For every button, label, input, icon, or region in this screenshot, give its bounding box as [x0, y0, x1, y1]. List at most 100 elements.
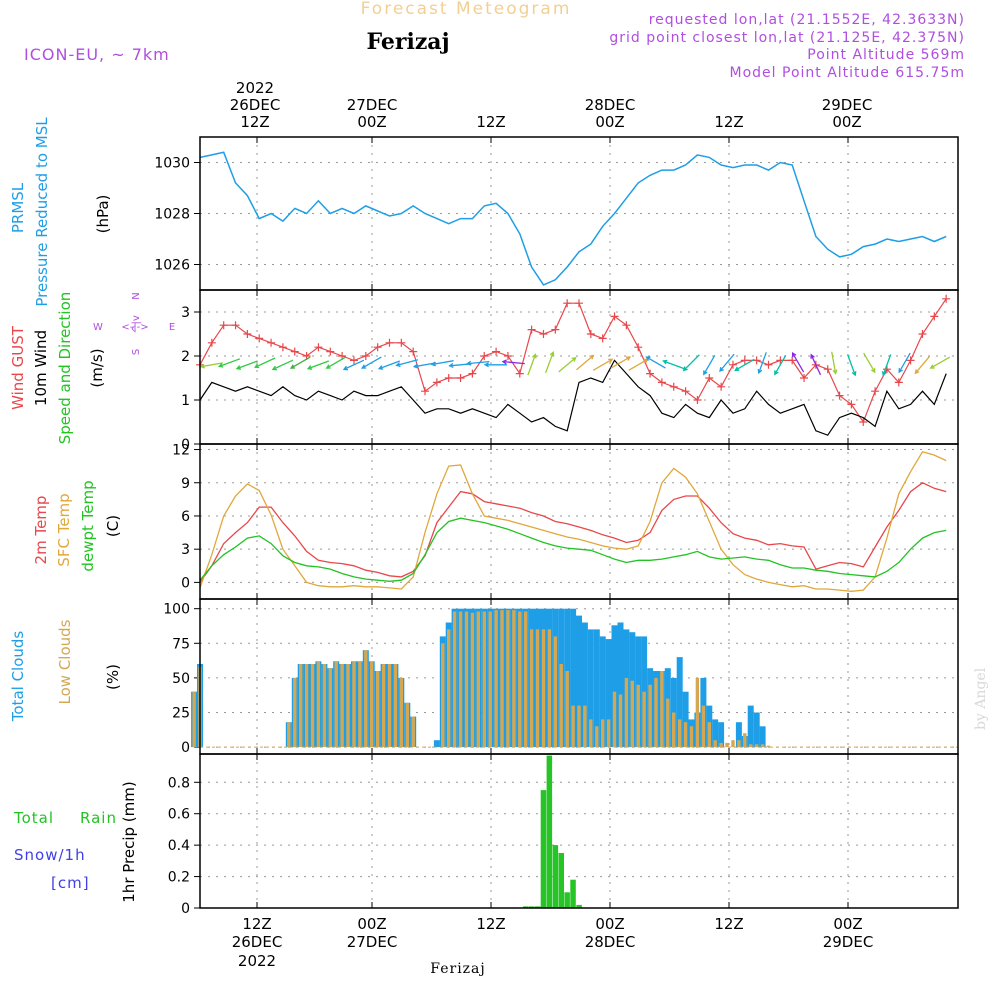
wind-direction-arrow — [342, 359, 365, 371]
y-tick-label: 0.4 — [168, 838, 190, 854]
top-hour-2: 00Z — [357, 113, 386, 131]
low-cloud-bar — [755, 744, 759, 748]
wind-direction-arrow — [558, 356, 577, 373]
low-cloud-bar — [760, 744, 765, 748]
top-date-6: 29DEC — [822, 96, 873, 114]
precip-bar — [528, 906, 535, 908]
wind-direction-arrow — [734, 358, 755, 371]
total-cloud-bar — [712, 719, 719, 748]
panel-4: 0 0.2 0.4 0.6 0.8 — [168, 754, 958, 917]
wind-direction-arrow — [527, 353, 537, 376]
gust-marker — [788, 356, 797, 365]
compass-west: W — [93, 322, 103, 333]
wind-direction-arrow — [483, 362, 508, 368]
low-cloud-bar — [494, 610, 498, 748]
gust-marker — [480, 352, 489, 360]
y-tick-label: 12 — [172, 443, 190, 459]
low-cloud-bar — [441, 643, 445, 748]
precip-bar — [546, 755, 553, 908]
gust-marker — [231, 321, 240, 330]
wind-direction-arrow — [430, 360, 454, 367]
wind-direction-arrow — [662, 359, 685, 370]
wind-direction-arrow — [289, 356, 311, 369]
y-tick-label: 2 — [181, 349, 190, 365]
low-cloud-bar — [192, 691, 196, 748]
gust-marker — [752, 356, 761, 365]
y-tick-label: 0 — [181, 901, 190, 917]
y-tick-label: 50 — [172, 671, 190, 687]
gust-marker — [693, 396, 702, 404]
precip-bar — [534, 906, 541, 908]
pressure-line — [199, 151, 947, 286]
low-cloud-bar — [624, 677, 629, 748]
gust-marker — [800, 374, 809, 382]
gust-line — [199, 298, 947, 424]
low-cloud-bar — [328, 668, 332, 748]
low-cloud-bar — [376, 671, 380, 748]
wind-unit: (m/s) — [88, 348, 106, 387]
temp-unit: (C) — [104, 515, 122, 537]
y-tick-label: 0 — [181, 740, 190, 756]
gust-marker — [823, 365, 832, 374]
precip-bar — [552, 845, 559, 908]
gust-marker — [575, 299, 583, 308]
gust-marker — [326, 347, 335, 356]
chart-title: Forecast Meteogram — [361, 0, 572, 19]
precip-bar — [523, 906, 529, 908]
low-cloud-bar — [476, 611, 480, 748]
gust-marker — [634, 343, 643, 352]
low-cloud-bar — [660, 671, 664, 748]
top-date-1: 26DEC — [230, 96, 281, 114]
bottom-date-4: 28DEC — [585, 933, 636, 951]
bottom-hour-2: 00Z — [357, 915, 386, 933]
low-cloud-bar — [482, 611, 486, 748]
gust-marker — [610, 312, 619, 321]
gust-marker — [942, 294, 951, 303]
low-cloud-bar — [370, 661, 374, 748]
low-cloud-bar — [648, 684, 652, 748]
gust-marker — [740, 356, 749, 365]
low-cloud-bar — [447, 629, 451, 747]
gust-marker — [255, 334, 264, 343]
wind-direction-arrow — [253, 357, 276, 369]
precip-panel-labels: Total Rain Snow/1h [cm] 1hr Precip (mm) — [13, 781, 138, 902]
gust-marker — [397, 338, 406, 347]
total-cloud-bar — [759, 726, 766, 748]
y-tick-label: 1 — [181, 393, 190, 409]
compass-south: S — [131, 349, 142, 355]
gust-marker — [728, 360, 737, 369]
gust-marker — [764, 360, 773, 369]
bottom-hour-3: 12Z — [476, 915, 505, 933]
total-cloud-bar — [605, 639, 612, 747]
top-date-4: 28DEC — [585, 96, 636, 114]
low-cloud-bar — [541, 629, 546, 747]
y-tick-label: 0 — [181, 575, 190, 591]
total-cloud-bar — [682, 691, 689, 748]
bottom-hour-1: 12Z — [242, 915, 271, 933]
bottom-date-1: 26DEC — [232, 933, 283, 951]
panel-frame — [199, 753, 959, 909]
low-cloud-bar — [299, 664, 303, 747]
gust-marker — [373, 343, 382, 352]
gust-marker — [492, 347, 501, 356]
wind-direction-arrow — [235, 360, 258, 370]
low-cloud-bar — [577, 705, 581, 748]
wind-direction-arrow — [914, 355, 930, 375]
y-tick-label: 0.6 — [168, 807, 190, 823]
top-hour-6: 00Z — [832, 113, 861, 131]
low-cloud-bar — [583, 705, 587, 748]
low-cloud-bar — [672, 712, 676, 748]
total-cloud-bar — [617, 622, 624, 748]
low-cloud-bar — [701, 705, 706, 748]
gust-marker — [361, 352, 370, 360]
low-cloud-bar — [381, 664, 386, 747]
low-cloud-bar — [535, 629, 540, 747]
gust-marker — [657, 378, 666, 387]
wind-direction-arrow — [218, 358, 241, 368]
wind-direction-arrow — [881, 354, 892, 377]
total-cloud-bar — [576, 615, 582, 748]
gust-marker — [278, 343, 287, 352]
low-cloud-bar — [470, 612, 475, 747]
y-tick-label: 100 — [163, 602, 190, 618]
low-cloud-bar — [666, 698, 670, 747]
